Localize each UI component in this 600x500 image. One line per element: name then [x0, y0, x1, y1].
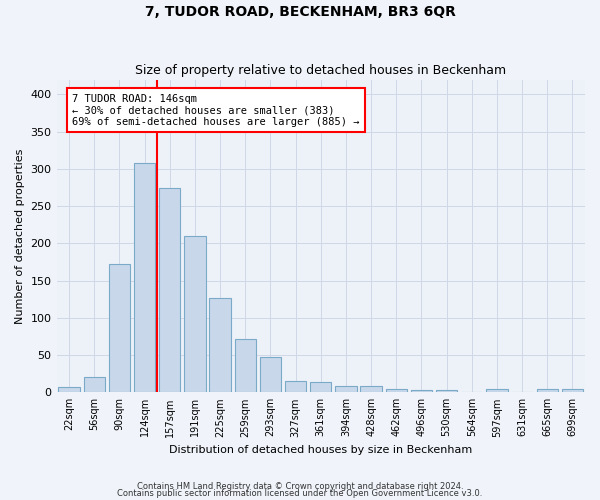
Bar	[361, 386, 382, 392]
Bar	[436, 390, 457, 392]
Bar	[536, 388, 558, 392]
Bar	[486, 390, 508, 392]
X-axis label: Distribution of detached houses by size in Beckenham: Distribution of detached houses by size …	[169, 445, 472, 455]
Bar	[285, 381, 307, 392]
Text: Contains public sector information licensed under the Open Government Licence v3: Contains public sector information licen…	[118, 489, 482, 498]
Bar	[83, 376, 105, 392]
Bar	[109, 264, 130, 392]
Bar	[310, 382, 331, 392]
Bar	[386, 388, 407, 392]
Text: 7, TUDOR ROAD, BECKENHAM, BR3 6QR: 7, TUDOR ROAD, BECKENHAM, BR3 6QR	[145, 5, 455, 19]
Title: Size of property relative to detached houses in Beckenham: Size of property relative to detached ho…	[135, 64, 506, 77]
Bar	[335, 386, 356, 392]
Bar	[184, 236, 206, 392]
Y-axis label: Number of detached properties: Number of detached properties	[15, 148, 25, 324]
Text: Contains HM Land Registry data © Crown copyright and database right 2024.: Contains HM Land Registry data © Crown c…	[137, 482, 463, 491]
Bar	[235, 338, 256, 392]
Bar	[260, 356, 281, 392]
Text: 7 TUDOR ROAD: 146sqm
← 30% of detached houses are smaller (383)
69% of semi-deta: 7 TUDOR ROAD: 146sqm ← 30% of detached h…	[73, 94, 360, 127]
Bar	[411, 390, 432, 392]
Bar	[58, 387, 80, 392]
Bar	[159, 188, 181, 392]
Bar	[209, 298, 231, 392]
Bar	[134, 163, 155, 392]
Bar	[562, 390, 583, 392]
